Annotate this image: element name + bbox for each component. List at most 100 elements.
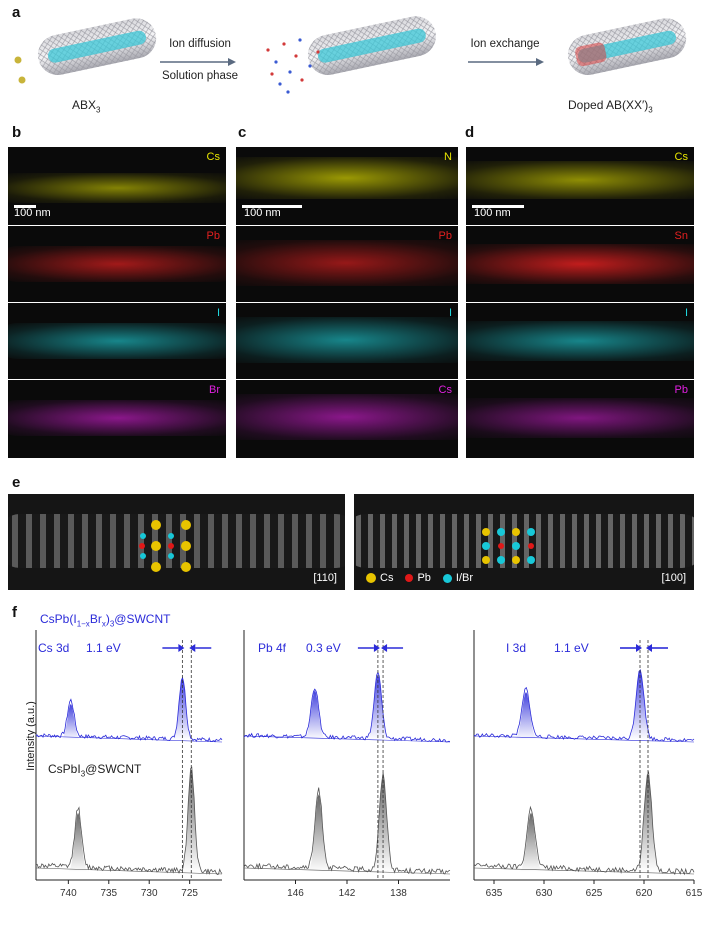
legend-i-br: I/Br (455, 572, 474, 584)
x-tick-label: 630 (536, 888, 553, 899)
x-tick-label: 620 (636, 888, 653, 899)
legend-pb: Pb (417, 572, 431, 584)
reference-spectrum-line (35, 766, 223, 875)
step-2-label: Ion exchange (470, 38, 540, 50)
diffusing-ions-icon (266, 38, 320, 94)
peak-fill (66, 812, 90, 872)
step-1-line-1: Ion diffusion (169, 38, 231, 50)
scale-bar-c-label: 100 nm (244, 207, 281, 219)
background-line (35, 735, 223, 743)
map-d-2: Sn (466, 226, 694, 302)
step-1-line-2: Solution phase (161, 70, 239, 82)
map-d-1: Cs 100 nm (466, 147, 694, 225)
peak-fill (370, 777, 396, 872)
map-b-4-label: Br (209, 384, 220, 396)
x-tick-label: 615 (686, 888, 702, 899)
scale-bar-d (472, 205, 524, 208)
x-tick-label: 740 (60, 888, 77, 899)
map-b-4: Br (8, 380, 226, 458)
map-d-4: Pb (466, 380, 694, 458)
map-c-1: N 100 nm (236, 147, 458, 225)
doped-spectrum-line (473, 669, 695, 743)
panel-label-a: a (12, 4, 21, 21)
ion-dot-icon (18, 76, 26, 84)
map-c-2: Pb (236, 226, 458, 302)
cs-swatch-icon (366, 573, 376, 583)
pb-swatch-icon (405, 574, 414, 582)
background-line (473, 867, 695, 875)
x-tick-label: 625 (586, 888, 603, 899)
scale-bar-d-label: 100 nm (474, 207, 511, 219)
panel-label-d: d (465, 124, 475, 141)
shift-arrowhead-right-icon (189, 644, 196, 652)
doped-spectrum-line (35, 676, 223, 743)
map-b-2: Pb (8, 226, 226, 302)
shift-arrowhead-right-icon (381, 644, 388, 652)
shift-arrowhead-left-icon (178, 644, 185, 652)
shift-arrowhead-left-icon (636, 644, 642, 652)
tube-1-icon (37, 18, 157, 75)
shift-label: 1.1 eV (86, 641, 121, 655)
panel-label-f: f (12, 604, 17, 621)
stem-image-100: Cs Pb I/Br [100] (354, 494, 694, 590)
x-tick-label: 138 (390, 888, 407, 899)
atom-legend: Cs Pb I/Br (366, 572, 473, 584)
shift-arrowhead-right-icon (646, 644, 652, 652)
tube-3-icon (567, 18, 687, 75)
background-line (243, 867, 451, 875)
x-tick-label: 635 (486, 888, 503, 899)
stem-image-110: [110] (8, 494, 345, 590)
background-line (473, 735, 695, 743)
arrow-2-head-icon (536, 58, 544, 66)
map-c-3-label: I (448, 307, 452, 319)
background-line (35, 867, 223, 875)
core-level-title: Cs 3d (38, 641, 69, 655)
map-b-2-label: Pb (206, 230, 220, 242)
ion-dot-icon (14, 56, 22, 64)
doped-spectrum-line (243, 671, 451, 743)
reference-sample-label: CsPbI3@SWCNT (48, 762, 142, 779)
core-level-title: I 3d (506, 641, 526, 655)
x-tick-label: 725 (181, 888, 198, 899)
tube-2-icon (307, 16, 436, 75)
peak-fill (626, 669, 654, 740)
end-compound-label: Doped AB(XX′)3 (568, 98, 653, 115)
y-axis-label: Intensity (a.u.) (25, 701, 37, 771)
peak-fill (306, 794, 331, 872)
peak-fill (365, 674, 391, 740)
zone-axis-110: [110] (313, 572, 337, 584)
map-c-1-label: N (444, 151, 452, 163)
core-level-title: Pb 4f (258, 641, 287, 655)
map-d-2-label: Sn (674, 230, 688, 242)
map-c-4: Cs (236, 380, 458, 458)
map-c-2-label: Pb (438, 230, 452, 242)
map-b-3-label: I (216, 307, 220, 319)
background-line (243, 735, 451, 743)
peak-fill (512, 692, 540, 740)
peak-fill (171, 677, 194, 740)
lattice-overlay-100 (482, 528, 535, 564)
shift-label: 1.1 eV (554, 641, 589, 655)
scale-bar-c (242, 205, 302, 208)
arrow-1-head-icon (228, 58, 236, 66)
x-tick-label: 735 (100, 888, 117, 899)
map-d-3: I (466, 303, 694, 379)
lattice-overlay-110 (139, 520, 191, 572)
peak-fill (634, 774, 662, 872)
x-tick-label: 146 (287, 888, 304, 899)
x-tick-label: 142 (339, 888, 356, 899)
zone-axis-100: [100] (661, 572, 686, 584)
doped-sample-label: CsPb(I1−xBrx)3@SWCNT (40, 612, 171, 629)
scale-bar-b-label: 100 nm (14, 207, 51, 219)
map-d-3-label: I (684, 307, 688, 319)
panel-label-c: c (238, 124, 247, 141)
reference-spectrum-line (473, 770, 695, 876)
i-br-swatch-icon (442, 573, 452, 583)
peak-fill (517, 812, 545, 872)
map-c-3: I (236, 303, 458, 379)
map-c-4-label: Cs (438, 384, 452, 396)
nanotube-illustrations (14, 16, 687, 94)
peak-fill (302, 690, 328, 740)
peak-fill (59, 704, 82, 740)
